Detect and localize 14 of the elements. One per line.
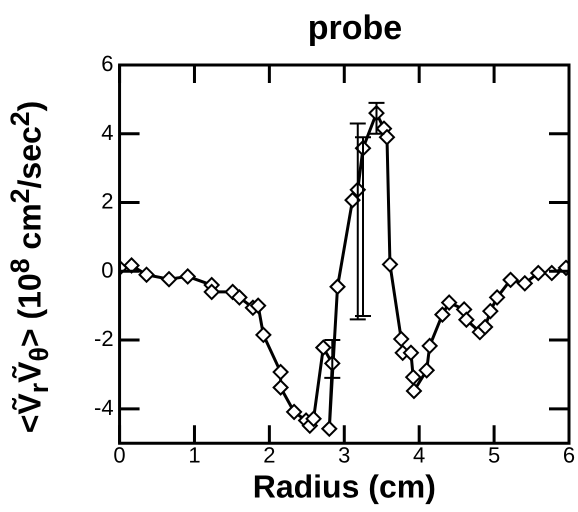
- y-tick-label: -2: [94, 326, 114, 352]
- y-tick-label: 4: [101, 120, 114, 145]
- chart-title: probe: [306, 8, 404, 48]
- y-tick-label: 6: [101, 51, 114, 76]
- x-tick-label: 3: [338, 442, 350, 468]
- x-tick-label: 4: [413, 442, 426, 468]
- x-tick-label: 1: [188, 442, 201, 468]
- x-tick-label: 6: [562, 442, 576, 468]
- x-tick-label: 5: [488, 442, 500, 468]
- x-tick-label: 2: [263, 442, 276, 468]
- x-axis-title: Radius (cm): [252, 468, 436, 505]
- y-tick-label: 2: [101, 188, 114, 214]
- y-tick-label: 0: [101, 257, 114, 282]
- y-tick-label: -4: [94, 394, 114, 420]
